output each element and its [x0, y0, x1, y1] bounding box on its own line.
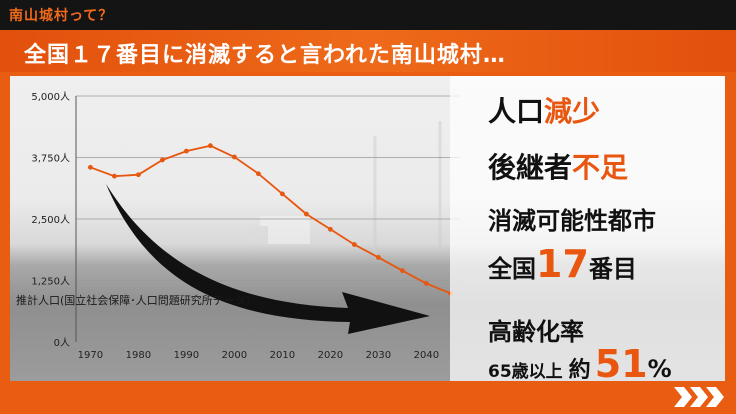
data-point [256, 171, 261, 177]
content-panel: 0人 1,250人 2,500人 3,750人 5,000人 1970 1980 1990 2… [10, 76, 725, 381]
population-chart: 0人 1,250人 2,500人 3,750人 5,000人 1970 1980 1990 2… [31, 91, 460, 361]
population-points [88, 143, 453, 296]
x-tick-label: 2000 [222, 350, 247, 361]
data-point [232, 154, 237, 160]
stat-text: 人口 [488, 95, 545, 128]
data-point [328, 226, 333, 232]
stat-text: 消滅可能性都市 [488, 207, 656, 235]
stat-aging-value: 65歳以上約 51% [488, 342, 672, 386]
data-point [184, 148, 189, 154]
x-tick-label: 1990 [174, 350, 199, 361]
section-tag: 南山城村って？ [9, 8, 114, 24]
decline-arrow [106, 184, 430, 334]
stat-population-decline: 人口減少 [488, 90, 600, 130]
x-tick-label: 1980 [126, 350, 151, 361]
data-point [400, 268, 405, 274]
stat-aging-rate: 高齢化率 [488, 312, 584, 347]
data-point [304, 211, 309, 217]
background-scenery [246, 121, 442, 256]
x-tick-label: 2010 [270, 350, 295, 361]
top-bar: 南山城村って？ [0, 0, 736, 30]
data-source-note: 推計人口(国立社会保障･人口問題研究所データ) [16, 294, 251, 307]
stat-highlight: 減少 [544, 95, 601, 128]
stat-extinction-city: 消滅可能性都市 [488, 201, 656, 236]
y-tick-label: 2,500人 [31, 214, 70, 226]
percent-sign: % [647, 355, 672, 383]
data-point [160, 157, 165, 163]
stat-text: 高齢化率 [488, 318, 584, 346]
right-overlay [450, 76, 725, 381]
data-point [424, 281, 429, 286]
stat-text: 全国 [488, 255, 536, 283]
stat-successor-shortage: 後継者不足 [488, 146, 628, 186]
data-point [280, 191, 285, 197]
y-tick-label: 1,250人 [31, 276, 70, 288]
age-label: 65歳以上 [488, 362, 563, 382]
population-line [90, 144, 451, 295]
stat-text: 後継者 [488, 151, 573, 184]
chart-gridlines [76, 95, 460, 343]
data-point [376, 254, 381, 260]
y-tick-label: 0人 [54, 337, 70, 349]
headline-bar: 全国１７番目に消滅すると言われた南山城村… [0, 30, 736, 72]
x-tick-label: 2020 [318, 350, 343, 361]
stat-text: 番目 [588, 255, 637, 283]
y-axis-labels: 0人 1,250人 2,500人 3,750人 5,000人 [31, 91, 70, 349]
data-point [208, 143, 213, 149]
rank-number: 17 [536, 242, 589, 286]
y-tick-label: 3,750人 [31, 153, 70, 165]
y-tick-label: 5,000人 [31, 91, 70, 103]
stat-highlight: 不足 [572, 151, 629, 184]
x-tick-label: 1970 [78, 350, 103, 361]
x-tick-label: 2040 [414, 350, 439, 361]
data-point [352, 242, 357, 247]
approx-label: 約 [568, 358, 591, 383]
x-tick-label: 2030 [366, 350, 391, 361]
data-point [112, 173, 117, 179]
headline-text: 全国１７番目に消滅すると言われた南山城村… [24, 43, 506, 68]
x-axis-labels: 1970 1980 1990 2000 2010 2020 2030 2040 [78, 350, 439, 361]
next-chevrons-icon[interactable] [672, 384, 728, 410]
stat-national-rank: 全国17番目 [488, 242, 637, 286]
percent-number: 51 [594, 342, 648, 386]
data-point [88, 164, 93, 170]
data-point [136, 172, 141, 178]
